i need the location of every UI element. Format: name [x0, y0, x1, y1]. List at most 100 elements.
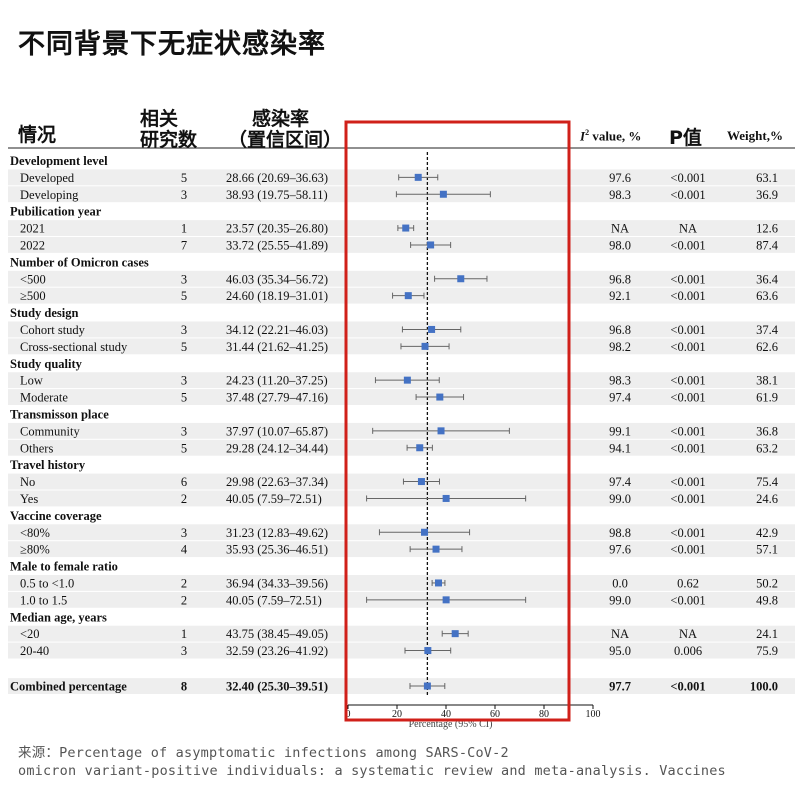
- row-band: [8, 473, 795, 490]
- row-study-count: 3: [181, 188, 187, 202]
- estimate-marker: [451, 630, 459, 638]
- row-ci-text: 29.28 (24.12–34.44): [226, 441, 328, 455]
- row-i2-value: NA: [611, 627, 629, 641]
- row-p-value: <0.001: [670, 680, 705, 694]
- source-line-1: 来源：Percentage of asymptomatic infections…: [18, 745, 509, 761]
- row-ci-text: 43.75 (38.45–49.05): [226, 627, 328, 641]
- estimate-marker: [421, 528, 429, 536]
- row-p-value: <0.001: [670, 492, 705, 506]
- header-weight: Weight,%: [727, 128, 783, 143]
- estimate-marker: [414, 173, 422, 181]
- row-p-value: 0.62: [677, 576, 699, 590]
- estimate-marker: [424, 647, 432, 655]
- row-i2-value: 98.8: [609, 526, 631, 540]
- row-p-value: <0.001: [670, 475, 705, 489]
- row-p-value: <0.001: [670, 238, 705, 252]
- estimate-marker: [432, 545, 440, 553]
- row-p-value: 0.006: [674, 644, 702, 658]
- x-tick-label: 40: [441, 709, 451, 720]
- row-i2-value: 98.3: [609, 188, 631, 202]
- highlight-box: [344, 120, 571, 722]
- row-ci-text: 33.72 (25.55–41.89): [226, 238, 328, 252]
- row-study-count: 3: [181, 644, 187, 658]
- row-label: Yes: [20, 492, 38, 506]
- row-ci-text: 34.12 (22.21–46.03): [226, 323, 328, 337]
- estimate-marker: [428, 325, 436, 333]
- row-label: 2022: [20, 238, 45, 252]
- row-study-count: 3: [181, 323, 187, 337]
- row-label: 20-40: [20, 644, 49, 658]
- row-weight: 50.2: [756, 576, 778, 590]
- row-band: [8, 625, 795, 642]
- row-ci-text: 38.93 (19.75–58.11): [226, 188, 328, 202]
- row-weight: 36.4: [756, 272, 779, 286]
- row-ci-text: 40.05 (7.59–72.51): [226, 593, 322, 607]
- row-band: [8, 237, 795, 253]
- row-i2-value: NA: [611, 222, 629, 236]
- row-weight: 75.9: [756, 644, 778, 658]
- row-i2-value: 99.0: [609, 593, 631, 607]
- row-study-count: 8: [181, 680, 187, 694]
- row-ci-text: 40.05 (7.59–72.51): [226, 492, 322, 506]
- row-weight: 63.6: [756, 289, 778, 303]
- row-study-count: 3: [181, 374, 187, 388]
- row-p-value: <0.001: [670, 289, 705, 303]
- estimate-marker: [457, 275, 465, 283]
- group-label: Median age, years: [10, 610, 107, 624]
- x-tick-label: 80: [539, 709, 549, 720]
- row-weight: 61.9: [756, 391, 778, 405]
- row-p-value: NA: [679, 222, 697, 236]
- x-axis-label: Percentage (95% CI): [409, 719, 493, 730]
- row-p-value: NA: [679, 627, 697, 641]
- row-ci-text: 35.93 (25.36–46.51): [226, 543, 328, 557]
- row-label: Cohort study: [20, 323, 86, 337]
- row-i2-value: 92.1: [609, 289, 631, 303]
- row-weight: 75.4: [756, 475, 779, 489]
- row-study-count: 5: [181, 441, 187, 455]
- estimate-marker: [417, 478, 425, 486]
- row-label: <500: [20, 272, 46, 286]
- row-label: Developing: [20, 188, 79, 202]
- row-p-value: <0.001: [670, 543, 705, 557]
- row-p-value: <0.001: [670, 526, 705, 540]
- row-i2-value: 99.1: [609, 424, 631, 438]
- x-tick-label: 60: [490, 709, 500, 720]
- row-p-value: <0.001: [670, 188, 705, 202]
- row-label: <80%: [20, 526, 50, 540]
- header-rate-line2: （置信区间）: [228, 129, 343, 151]
- group-label: Development level: [10, 154, 108, 168]
- row-study-count: 3: [181, 272, 187, 286]
- row-i2-value: 94.1: [609, 441, 631, 455]
- row-weight: 87.4: [756, 238, 779, 252]
- row-i2-value: 97.4: [609, 475, 632, 489]
- x-tick-label: 0: [346, 709, 351, 720]
- row-i2-value: 98.0: [609, 238, 631, 252]
- header-i2-rest: value, %: [589, 128, 642, 144]
- x-tick-label: 20: [392, 709, 402, 720]
- row-label: 2021: [20, 222, 45, 236]
- row-label: 0.5 to <1.0: [20, 576, 74, 590]
- row-label: ≥500: [20, 289, 46, 303]
- row-ci-text: 23.57 (20.35–26.80): [226, 222, 328, 236]
- row-ci-text: 32.59 (23.26–41.92): [226, 644, 328, 658]
- row-weight: 63.2: [756, 441, 778, 455]
- row-i2-value: 96.8: [609, 272, 631, 286]
- estimate-marker: [427, 241, 435, 249]
- row-i2-value: 98.3: [609, 374, 631, 388]
- row-band: [8, 439, 795, 456]
- row-study-count: 7: [181, 238, 187, 252]
- row-weight: 12.6: [756, 222, 778, 236]
- row-band: [8, 541, 795, 558]
- header-p-value: P值: [669, 127, 702, 149]
- estimate-marker: [403, 376, 411, 384]
- row-p-value: <0.001: [670, 171, 705, 185]
- row-weight: 49.8: [756, 593, 778, 607]
- estimate-marker: [421, 342, 429, 350]
- row-p-value: <0.001: [670, 593, 705, 607]
- row-weight: 24.6: [756, 492, 778, 506]
- row-label: Others: [20, 441, 53, 455]
- row-study-count: 2: [181, 492, 187, 506]
- row-weight: 37.4: [756, 323, 779, 337]
- estimate-marker: [435, 579, 443, 587]
